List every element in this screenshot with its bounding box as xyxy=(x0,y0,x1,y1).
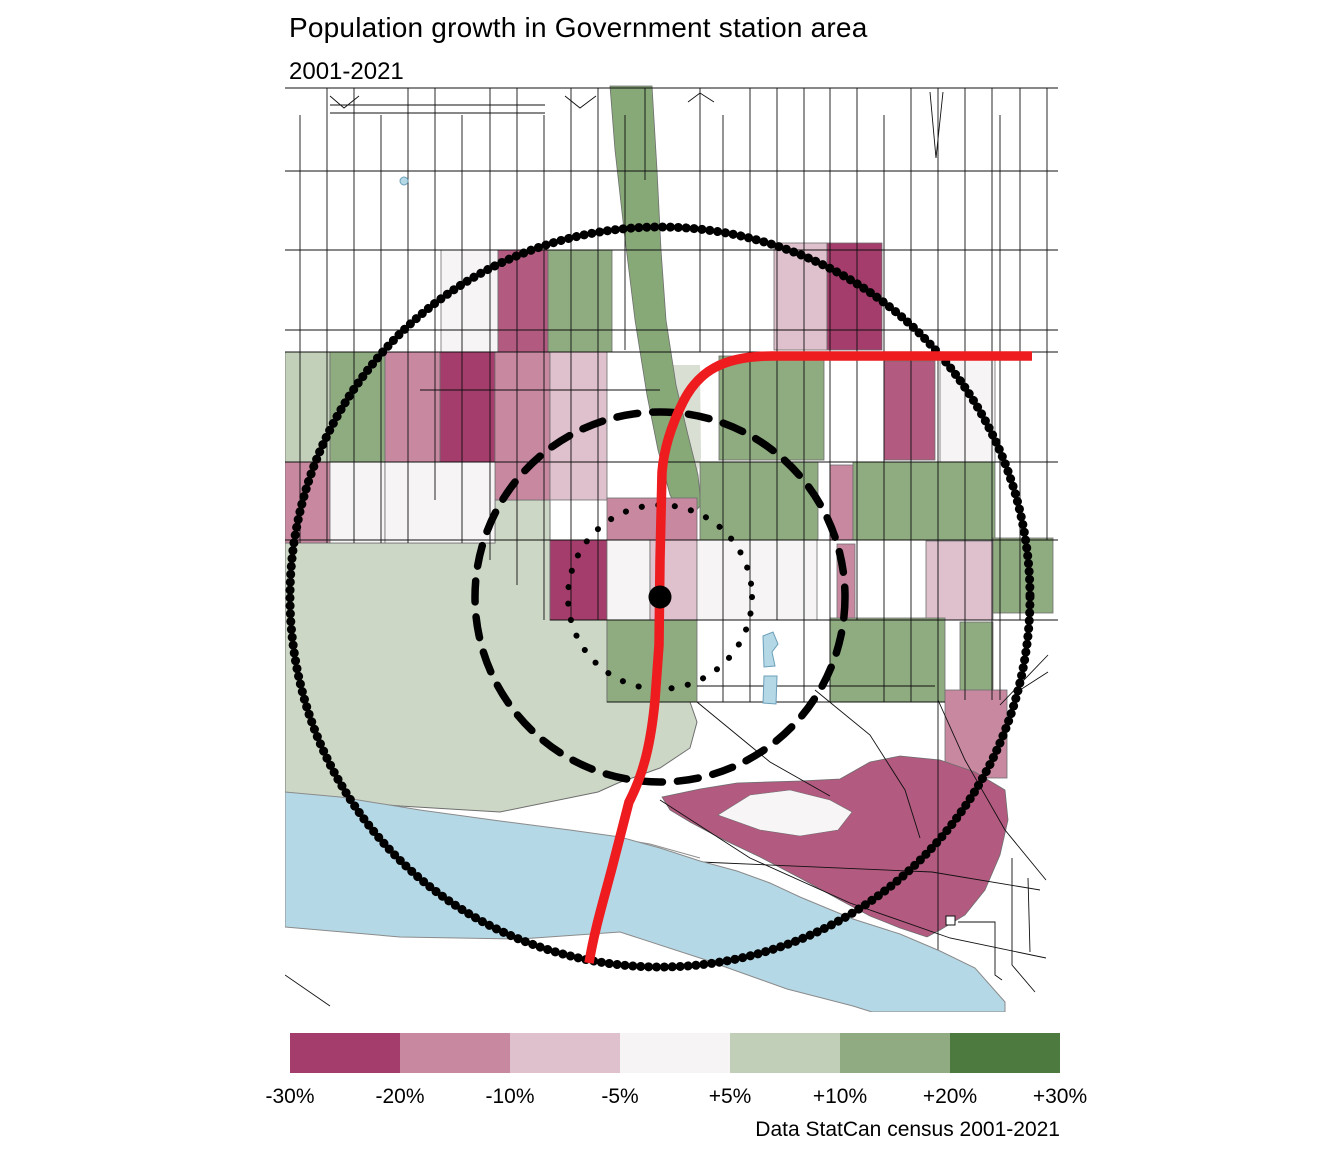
census-blocks xyxy=(285,242,1054,779)
legend-label: +30% xyxy=(1032,1085,1088,1108)
legend-label: -30% xyxy=(265,1085,315,1108)
transit-line xyxy=(584,351,1032,964)
legend-swatch xyxy=(290,1033,400,1073)
legend-swatch xyxy=(400,1033,510,1073)
legend-swatch xyxy=(620,1033,730,1073)
legend-swatch xyxy=(950,1033,1060,1073)
attribution: Data StatCan census 2001-2021 xyxy=(755,1118,1060,1141)
se-decline-area xyxy=(661,755,1009,938)
station-marker xyxy=(648,585,672,609)
pond xyxy=(399,176,779,705)
legend-labels: -30% -20% -10% -5% +5% +10% +20% +30% xyxy=(265,1085,1087,1111)
legend-label: -20% xyxy=(375,1085,425,1108)
legend-label: -10% xyxy=(485,1085,535,1108)
legend-swatch xyxy=(730,1033,840,1073)
legend-label: +10% xyxy=(812,1085,868,1108)
legend-label: -5% xyxy=(601,1085,639,1108)
radius-ring-outer xyxy=(285,222,1035,972)
map-root xyxy=(285,85,1060,1012)
radius-ring-middle xyxy=(471,408,849,786)
legend: -30% -20% -10% -5% +5% +10% +20% +30% xyxy=(265,1033,1087,1113)
legend-swatch xyxy=(510,1033,620,1073)
river xyxy=(285,791,1006,1012)
legend-swatch xyxy=(840,1033,950,1073)
legend-label: +5% xyxy=(708,1085,752,1108)
legend-swatch-bar xyxy=(290,1033,1060,1073)
figure-title: Population growth in Government station … xyxy=(289,12,868,43)
legend-label: +20% xyxy=(922,1085,978,1108)
figure-subtitle: 2001-2021 xyxy=(289,58,404,85)
